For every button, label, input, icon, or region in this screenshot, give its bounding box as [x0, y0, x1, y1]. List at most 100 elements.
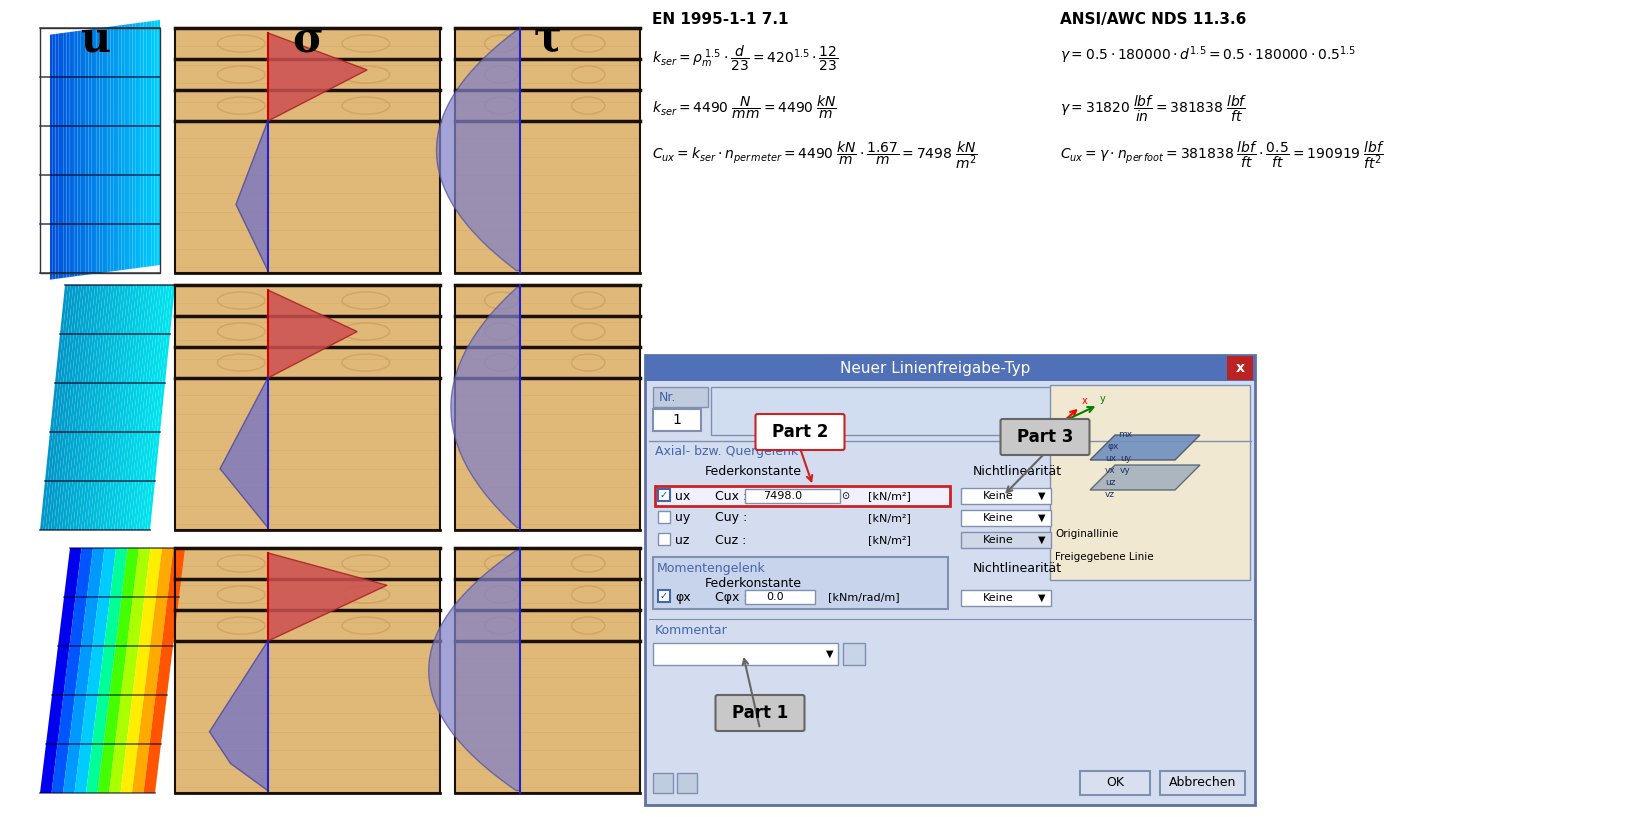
Text: x: x — [1236, 361, 1244, 375]
Polygon shape — [102, 27, 105, 273]
Polygon shape — [117, 285, 145, 530]
Bar — [1050, 385, 1250, 580]
Polygon shape — [120, 548, 163, 793]
Polygon shape — [128, 285, 156, 530]
Polygon shape — [131, 285, 158, 530]
Text: σ: σ — [292, 18, 324, 60]
Text: ANSI/AWC NDS 11.3.6: ANSI/AWC NDS 11.3.6 — [1060, 12, 1247, 27]
Polygon shape — [268, 290, 357, 378]
Text: vy: vy — [1121, 466, 1130, 475]
Polygon shape — [115, 285, 141, 530]
Polygon shape — [125, 25, 127, 270]
Bar — [961, 510, 1052, 526]
Text: y: y — [1101, 394, 1106, 404]
Polygon shape — [64, 33, 66, 278]
Bar — [1079, 771, 1150, 795]
Polygon shape — [51, 285, 79, 530]
Polygon shape — [209, 641, 268, 791]
Polygon shape — [143, 548, 186, 793]
Text: φx: φx — [1107, 442, 1119, 451]
Polygon shape — [429, 551, 519, 791]
Polygon shape — [39, 548, 82, 793]
Bar — [677, 773, 697, 793]
Bar — [652, 387, 708, 407]
Polygon shape — [77, 30, 81, 276]
Polygon shape — [1089, 435, 1199, 460]
Text: $C_{ux} = k_{ser} \cdot n_{per\,meter} = 4490\;\dfrac{kN}{m} \cdot \dfrac{1.67}{: $C_{ux} = k_{ser} \cdot n_{per\,meter} =… — [652, 139, 978, 171]
Polygon shape — [92, 285, 120, 530]
Polygon shape — [49, 34, 53, 279]
Polygon shape — [92, 29, 94, 275]
Bar — [455, 548, 641, 793]
Polygon shape — [105, 27, 108, 272]
Text: Keine: Keine — [983, 491, 1014, 501]
Polygon shape — [131, 548, 174, 793]
Bar — [176, 285, 440, 530]
Polygon shape — [85, 548, 128, 793]
Text: Part 1: Part 1 — [731, 704, 789, 722]
Polygon shape — [72, 285, 100, 530]
Polygon shape — [46, 285, 74, 530]
Text: ⊙: ⊙ — [841, 491, 849, 501]
Bar — [961, 488, 1052, 504]
Polygon shape — [112, 285, 140, 530]
Text: vz: vz — [1106, 490, 1116, 499]
Text: Part 2: Part 2 — [772, 423, 828, 441]
Text: 7498.0: 7498.0 — [764, 491, 802, 501]
Bar — [843, 643, 864, 665]
Polygon shape — [74, 31, 77, 276]
Polygon shape — [1089, 465, 1199, 490]
Polygon shape — [61, 33, 64, 279]
Bar — [176, 548, 440, 793]
Polygon shape — [133, 285, 161, 530]
Bar — [455, 285, 641, 530]
Text: Nr.: Nr. — [659, 391, 677, 404]
Polygon shape — [69, 32, 72, 277]
Text: [kN/m²]: [kN/m²] — [868, 513, 910, 523]
Text: x: x — [1083, 396, 1088, 406]
Polygon shape — [67, 285, 95, 530]
Polygon shape — [84, 30, 85, 275]
Polygon shape — [43, 285, 71, 530]
Text: Nichtlinearität: Nichtlinearität — [973, 465, 1061, 478]
Polygon shape — [108, 548, 151, 793]
Text: ▼: ▼ — [826, 649, 833, 659]
Text: φx: φx — [675, 591, 690, 604]
Polygon shape — [268, 33, 366, 121]
Text: vx: vx — [1106, 466, 1116, 475]
FancyBboxPatch shape — [1001, 419, 1089, 455]
Polygon shape — [79, 285, 107, 530]
Polygon shape — [123, 285, 150, 530]
Polygon shape — [122, 25, 125, 270]
Text: ▼: ▼ — [1038, 513, 1045, 523]
FancyBboxPatch shape — [715, 695, 805, 731]
Polygon shape — [56, 33, 58, 279]
Text: ▼: ▼ — [1038, 593, 1045, 603]
Polygon shape — [85, 29, 89, 275]
Bar — [657, 511, 670, 523]
Text: ✓: ✓ — [660, 591, 669, 601]
Text: τ: τ — [534, 18, 562, 60]
Text: Keine: Keine — [983, 535, 1014, 545]
Polygon shape — [84, 285, 112, 530]
Text: OK: OK — [1106, 776, 1124, 789]
Polygon shape — [81, 285, 108, 530]
Polygon shape — [66, 32, 69, 278]
Text: Freigegebene Linie: Freigegebene Linie — [1055, 552, 1153, 562]
Text: Cuz :: Cuz : — [715, 534, 746, 547]
FancyBboxPatch shape — [756, 414, 845, 450]
Text: ▼: ▼ — [1038, 535, 1045, 545]
Polygon shape — [108, 285, 136, 530]
Polygon shape — [135, 23, 138, 268]
Text: uy: uy — [1121, 454, 1130, 463]
Polygon shape — [450, 288, 519, 528]
Text: Nichtlinearität: Nichtlinearität — [973, 562, 1061, 575]
Polygon shape — [141, 22, 143, 267]
Polygon shape — [97, 548, 140, 793]
Text: ✓: ✓ — [660, 490, 669, 500]
Polygon shape — [48, 285, 76, 530]
Bar — [711, 387, 1094, 435]
Text: mx: mx — [1117, 430, 1132, 439]
Bar — [656, 486, 950, 506]
Text: Keine: Keine — [983, 593, 1014, 603]
